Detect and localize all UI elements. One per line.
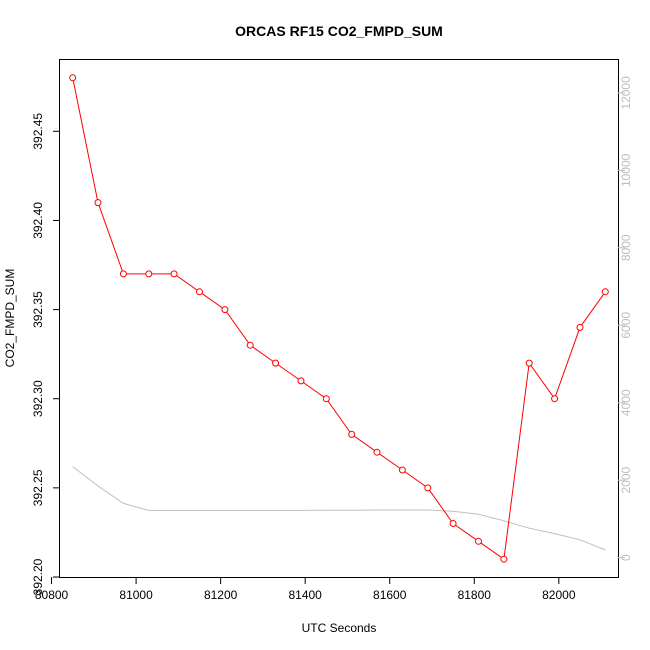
y2-tick-label: 10000	[619, 153, 633, 187]
y2-tick-label: 2000	[619, 467, 633, 494]
y-axis: 392.20 392.25 392.30 392.35 392.40 392.45	[31, 113, 60, 595]
y2-tick-label: 12000	[619, 76, 633, 110]
co2-data-point	[475, 537, 482, 545]
co2-data-point	[221, 306, 229, 314]
y-axis-label: CO2_FMPD_SUM	[3, 269, 17, 368]
co2-data-point	[373, 448, 381, 456]
co2-data-point	[297, 377, 305, 385]
y-tick-label: 392.30	[31, 380, 45, 417]
x-axis-label: UTC Seconds	[302, 621, 377, 635]
x-tick-label: 82000	[542, 588, 576, 602]
co2-data-point	[398, 466, 406, 474]
co2-data-point	[272, 359, 280, 367]
co2-data-point	[69, 74, 77, 82]
y-tick-label: 392.25	[31, 469, 45, 506]
x-tick-label: 81800	[458, 588, 492, 602]
y-tick-label: 392.40	[31, 202, 45, 239]
co2-data-point	[525, 359, 533, 367]
co2-data-point	[119, 270, 127, 278]
y2-tick-label: 6000	[619, 312, 633, 339]
co2-data-point	[601, 288, 609, 296]
y-tick-label: 392.35	[31, 291, 45, 328]
x-tick-label: 80800	[35, 588, 69, 602]
chart-title: ORCAS RF15 CO2_FMPD_SUM	[235, 23, 443, 39]
y2-tick-label: 4000	[619, 389, 633, 416]
co2-data-point	[348, 430, 356, 438]
co2-data-point	[246, 341, 254, 349]
x-tick-label: 81200	[204, 588, 238, 602]
co2-data-point	[551, 395, 559, 403]
y2-tick-label: 8000	[619, 234, 633, 261]
x-axis: 80800 81000 81200 81400 81600 81800 82000	[35, 577, 576, 602]
y2-axis-right: 0 2000 4000 6000 8000 10000 12000	[618, 76, 633, 561]
x-tick-label: 81600	[373, 588, 407, 602]
co2-series-line	[72, 77, 606, 561]
x-tick-label: 81000	[119, 588, 153, 602]
co2-data-point	[170, 270, 178, 278]
co2-data-point	[576, 323, 584, 331]
co2-data-point	[145, 270, 153, 278]
y-tick-label: 392.20	[31, 558, 45, 595]
series-layer	[69, 74, 609, 563]
secondary-series-line	[72, 466, 606, 551]
x-tick-label: 81400	[288, 588, 322, 602]
co2-data-point	[449, 520, 457, 527]
co2-data-point	[322, 395, 330, 403]
co2-data-point	[196, 288, 203, 296]
y-tick-label: 392.45	[31, 113, 45, 150]
co2-data-point	[500, 555, 508, 563]
plot-frame	[59, 59, 619, 578]
co2-data-point	[94, 199, 102, 207]
co2-data-point	[424, 484, 432, 492]
y2-tick-label: 0	[619, 554, 633, 561]
